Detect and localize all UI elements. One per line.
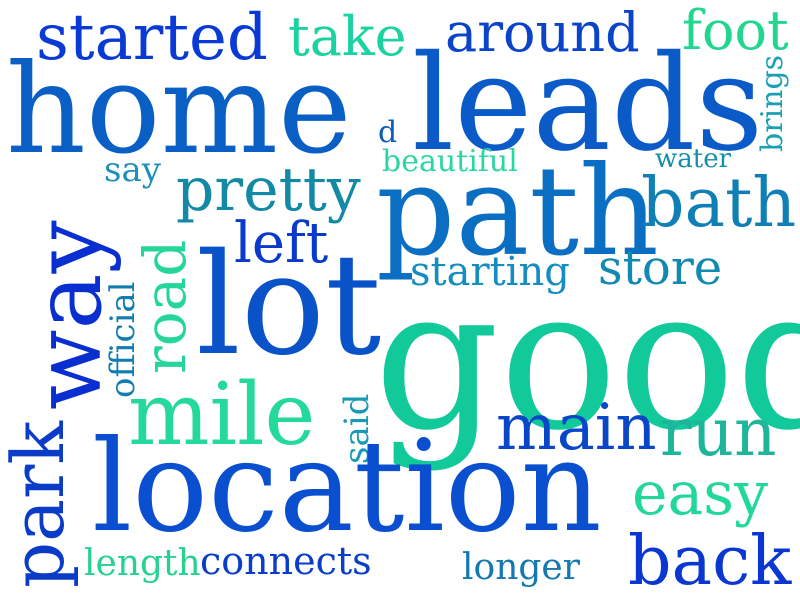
word-way: way: [14, 220, 123, 410]
word-bath: bath: [641, 164, 797, 243]
word-back: back: [628, 522, 792, 600]
word-good: good: [374, 246, 800, 474]
word-d: d: [378, 115, 398, 150]
word-around: around: [445, 1, 640, 64]
word-home: home: [6, 38, 352, 182]
word-length: length: [84, 543, 201, 584]
word-run: run: [660, 394, 777, 471]
word-foot: foot: [682, 0, 789, 62]
word-say: say: [104, 150, 161, 190]
word-park: park: [0, 420, 80, 588]
word-connects: connects: [200, 539, 372, 583]
word-pretty: pretty: [176, 155, 361, 225]
word-main: main: [496, 391, 657, 465]
word-starting: starting: [410, 249, 570, 295]
word-water: water: [655, 144, 732, 174]
word-left: left: [234, 211, 329, 276]
word-leads: leads: [412, 27, 764, 181]
word-take: take: [288, 5, 407, 68]
word-started: started: [36, 1, 268, 75]
word-location: location: [92, 413, 602, 560]
word-road: road: [131, 239, 199, 374]
word-brings: brings: [755, 54, 790, 152]
word-beautiful: beautiful: [382, 144, 518, 179]
word-longer: longer: [462, 547, 580, 588]
word-store: store: [598, 240, 723, 296]
word-easy: easy: [632, 459, 768, 529]
word-lot: lot: [196, 224, 382, 387]
word-path: path: [376, 140, 659, 284]
word-mile: mile: [128, 365, 316, 465]
